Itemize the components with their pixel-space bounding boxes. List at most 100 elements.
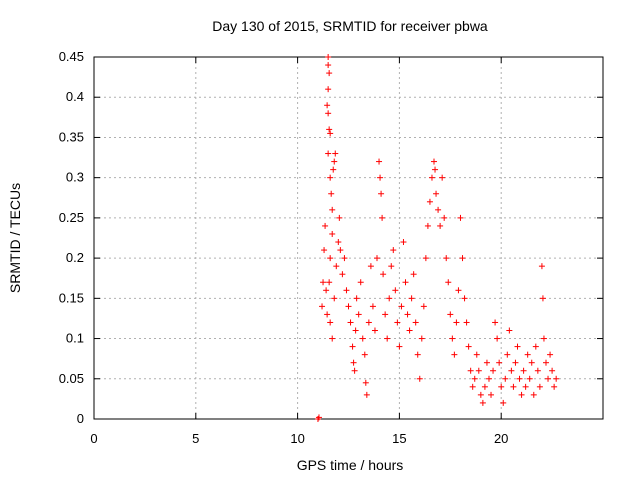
data-point	[357, 279, 364, 286]
data-point	[325, 110, 332, 117]
data-point	[325, 54, 332, 60]
data-point	[420, 303, 427, 310]
data-point	[520, 367, 527, 374]
data-point	[504, 351, 511, 358]
data-point	[473, 351, 480, 358]
data-point	[374, 255, 381, 262]
data-point	[522, 383, 529, 390]
data-point	[396, 343, 403, 350]
data-point	[326, 279, 333, 286]
data-point	[371, 327, 378, 334]
data-point	[325, 150, 332, 157]
data-point	[345, 303, 352, 310]
data-point	[414, 351, 421, 358]
data-point	[326, 126, 333, 133]
data-point	[490, 367, 497, 374]
data-point	[351, 367, 358, 374]
data-point	[363, 391, 370, 398]
data-point	[516, 375, 523, 382]
data-point	[498, 383, 505, 390]
data-point	[418, 335, 425, 342]
data-point	[526, 375, 533, 382]
y-tick-labels: 0 0.05 0.1 0.15 0.2 0.25 0.3 0.35 0.4 0.45	[59, 49, 84, 426]
y-tick-label: 0.05	[59, 371, 84, 386]
x-tick-label: 0	[90, 431, 97, 446]
data-point	[518, 391, 525, 398]
data-point	[319, 303, 326, 310]
axis-ticks	[93, 56, 603, 420]
data-point	[327, 174, 334, 181]
data-point	[329, 230, 336, 237]
y-tick-label: 0.25	[59, 210, 84, 225]
data-point	[333, 263, 340, 270]
data-point	[441, 214, 448, 221]
x-axis-label: GPS time / hours	[297, 457, 404, 473]
data-point	[496, 359, 503, 366]
data-point	[551, 383, 558, 390]
data-point	[376, 158, 383, 165]
data-point	[528, 359, 535, 366]
data-point	[459, 255, 466, 262]
data-point	[443, 255, 450, 262]
data-point	[386, 295, 393, 302]
data-point	[453, 319, 460, 326]
data-point	[332, 150, 339, 157]
data-point	[315, 414, 322, 421]
data-point	[384, 335, 391, 342]
data-point	[492, 319, 499, 326]
data-point	[424, 222, 431, 229]
data-point	[479, 399, 486, 406]
data-point	[392, 287, 399, 294]
data-point	[353, 295, 360, 302]
data-point	[455, 287, 462, 294]
data-point	[339, 271, 346, 278]
data-point	[327, 319, 334, 326]
data-point	[350, 359, 357, 366]
data-point	[508, 367, 515, 374]
data-point	[323, 287, 330, 294]
data-point	[400, 239, 407, 246]
data-point	[547, 351, 554, 358]
x-tick-labels: 0 5 10 15 20	[90, 431, 508, 446]
data-points	[314, 54, 560, 422]
data-point	[382, 311, 389, 318]
data-point	[538, 263, 545, 270]
data-point	[335, 239, 342, 246]
data-point	[324, 102, 331, 109]
data-point	[549, 367, 556, 374]
data-point	[506, 327, 513, 334]
data-point	[406, 327, 413, 334]
data-point	[322, 222, 329, 229]
data-point	[457, 214, 464, 221]
data-point	[412, 319, 419, 326]
data-point	[394, 319, 401, 326]
data-point	[500, 399, 507, 406]
y-tick-label: 0	[77, 411, 84, 426]
data-point	[545, 375, 552, 382]
data-point	[540, 335, 547, 342]
y-tick-label: 0.2	[66, 250, 84, 265]
data-point	[327, 130, 334, 137]
data-point	[328, 190, 335, 197]
data-point	[433, 190, 440, 197]
data-point	[432, 166, 439, 173]
x-tick-label: 15	[392, 431, 406, 446]
data-point	[404, 311, 411, 318]
data-point	[408, 295, 415, 302]
data-point	[367, 263, 374, 270]
data-point	[327, 255, 334, 262]
data-point	[362, 379, 369, 386]
data-point	[534, 367, 541, 374]
data-point	[329, 206, 336, 213]
plot-frame	[93, 56, 604, 420]
data-point	[477, 391, 484, 398]
data-point	[320, 279, 327, 286]
data-point	[512, 359, 519, 366]
data-point	[437, 222, 444, 229]
y-tick-label: 0.3	[66, 170, 84, 185]
data-point	[530, 391, 537, 398]
data-point	[447, 311, 454, 318]
data-point	[524, 351, 531, 358]
data-point	[336, 214, 343, 221]
